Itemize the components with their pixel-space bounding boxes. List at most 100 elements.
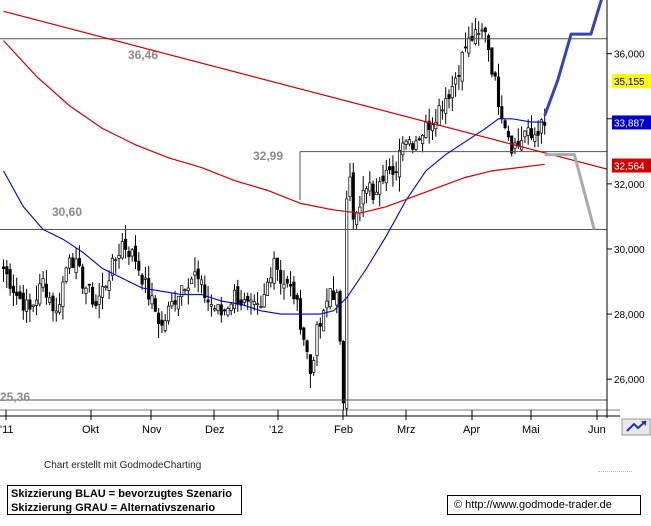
y-tick-label: 30,000 xyxy=(614,245,645,256)
candle-body xyxy=(526,127,530,136)
candle xyxy=(355,210,359,230)
candle xyxy=(8,263,12,296)
candle xyxy=(186,278,190,305)
candle xyxy=(157,307,161,338)
candle-body xyxy=(529,128,534,139)
candle-body xyxy=(137,260,141,271)
candle xyxy=(226,306,230,318)
candle-body xyxy=(543,121,547,126)
x-tick-label: Apr xyxy=(463,424,480,436)
candle-body xyxy=(348,176,352,198)
candle xyxy=(216,303,220,315)
candle xyxy=(31,304,35,313)
candle xyxy=(331,276,336,300)
candle xyxy=(328,288,332,310)
candle xyxy=(298,289,303,335)
candle-body xyxy=(421,135,425,145)
candle-body xyxy=(107,280,111,291)
candle xyxy=(25,288,29,323)
x-tick-label: Nov xyxy=(142,424,162,436)
candle-body xyxy=(430,124,435,132)
candle xyxy=(358,195,362,222)
candle xyxy=(315,321,319,366)
candle-body xyxy=(114,259,118,262)
candle-body xyxy=(308,354,312,375)
candle xyxy=(133,235,138,270)
candle-body xyxy=(120,241,124,259)
candle-body xyxy=(480,29,484,32)
level-label: 32,99 xyxy=(253,149,283,163)
candle-body xyxy=(196,268,200,280)
candle-body xyxy=(259,306,263,308)
candle xyxy=(269,267,273,288)
candle-body xyxy=(15,291,19,296)
candle xyxy=(440,100,444,120)
candle-body xyxy=(127,251,131,258)
candle xyxy=(292,275,296,305)
candle xyxy=(391,155,395,187)
candle xyxy=(394,161,398,181)
candle xyxy=(272,251,276,290)
candle xyxy=(510,135,514,157)
candle xyxy=(424,114,428,139)
candle xyxy=(176,295,180,317)
candle-body xyxy=(275,257,279,270)
candle-body xyxy=(140,274,144,285)
candle-body xyxy=(351,172,355,220)
candle-body xyxy=(25,299,29,312)
icon-arrow xyxy=(626,420,647,432)
candle-body xyxy=(292,281,296,300)
candle-body xyxy=(64,267,68,282)
candle-body xyxy=(414,140,418,150)
candle xyxy=(262,283,266,308)
candle-body xyxy=(34,299,39,306)
y-tick-label: 32,000 xyxy=(614,180,645,191)
candle xyxy=(252,294,256,311)
source-link[interactable]: © http://www.godmode-trader.de xyxy=(447,495,641,515)
candle xyxy=(97,283,101,319)
candle xyxy=(127,246,131,265)
candle xyxy=(137,252,141,276)
scenario-lines xyxy=(543,0,603,230)
candle xyxy=(308,354,312,389)
candle xyxy=(421,134,425,153)
candle-body xyxy=(473,29,477,44)
candle xyxy=(374,178,378,196)
candle-body xyxy=(341,341,345,404)
candle xyxy=(430,117,435,140)
candle xyxy=(351,162,355,230)
price-chart: 36,46 32,99 30,60 25,36 38,00036,00034,0003… xyxy=(0,0,651,436)
candle xyxy=(213,305,217,312)
x-tick-label: Feb xyxy=(334,424,353,436)
candle-body xyxy=(411,143,415,150)
candle-body xyxy=(467,37,471,54)
candle-body xyxy=(11,285,15,293)
candle xyxy=(533,127,537,148)
candle-body xyxy=(427,120,431,130)
candle-body xyxy=(364,188,369,194)
candle xyxy=(384,159,388,191)
candle-body xyxy=(44,283,48,298)
candle xyxy=(203,275,207,304)
candle-body xyxy=(434,121,438,130)
candle-body xyxy=(355,212,359,226)
candle xyxy=(87,283,91,293)
scenario-blue xyxy=(543,0,603,117)
candle xyxy=(150,282,154,309)
candle-body xyxy=(506,130,510,138)
price-tag-label: 33,887 xyxy=(614,118,645,129)
candle xyxy=(110,254,114,281)
y-tick-label: 28,000 xyxy=(614,310,645,321)
candle-body xyxy=(77,258,81,267)
candle xyxy=(196,260,200,293)
candle xyxy=(74,248,78,280)
candle-body xyxy=(229,303,233,311)
candle xyxy=(463,32,468,52)
candle-body xyxy=(328,288,332,308)
candle-body xyxy=(58,304,62,313)
x-tick-label: Mrz xyxy=(397,424,415,436)
candle xyxy=(414,135,418,152)
price-tag xyxy=(612,158,651,173)
source-url[interactable]: http://www.godmode-trader.de xyxy=(465,499,612,511)
candle-body xyxy=(226,308,230,316)
